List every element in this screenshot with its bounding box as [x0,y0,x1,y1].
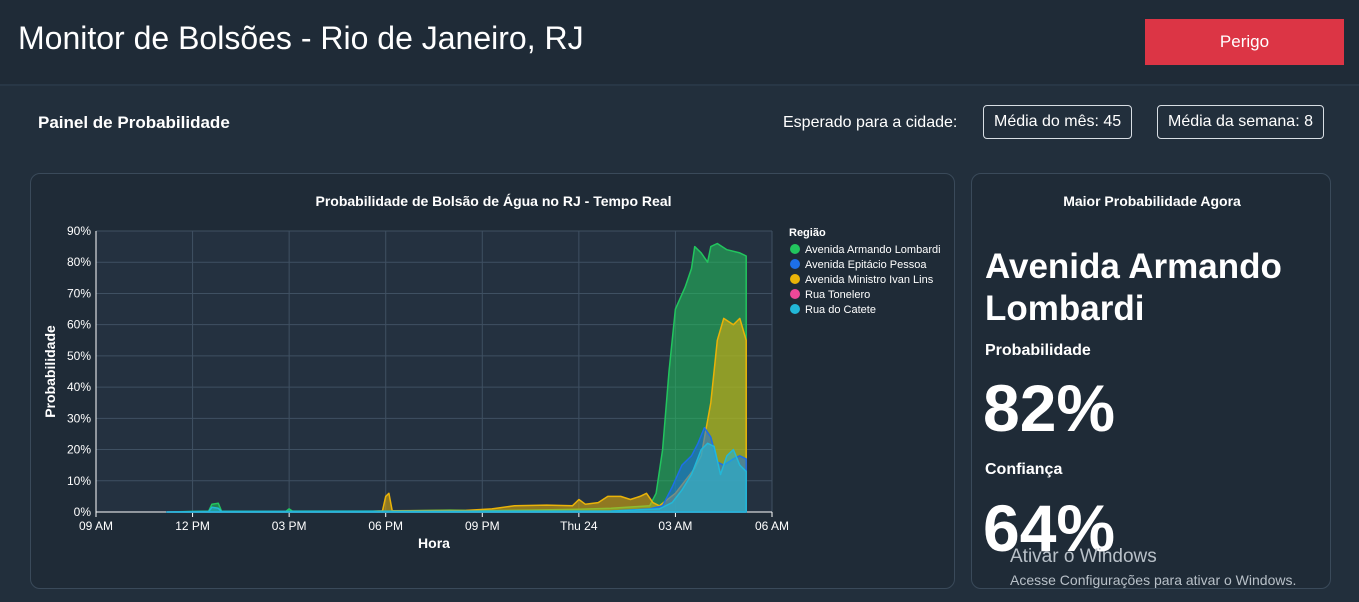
legend-swatch [790,259,800,269]
chart-card: Probabilidade de Bolsão de Água no RJ - … [30,173,955,589]
y-tick-label: 40% [67,380,91,394]
windows-activation-subtitle: Acesse Configurações para ativar o Windo… [1010,572,1297,588]
legend-entry: Rua Tonelero [805,289,870,301]
x-tick-label: 03 AM [658,519,692,533]
legend-entry: Avenida Ministro Ivan Lins [805,274,934,286]
panel-title: Painel de Probabilidade [38,113,230,132]
chart-title: Probabilidade de Bolsão de Água no RJ - … [315,193,672,209]
confidence-label: Confiança [985,461,1063,478]
expected-label: Esperado para a cidade: [783,114,958,131]
y-tick-label: 20% [67,443,91,457]
x-axis-label: Hora [418,535,450,551]
y-tick-label: 70% [67,286,91,300]
x-tick-label: 09 AM [79,519,113,533]
probability-value: 82% [983,371,1116,445]
legend-entry: Rua do Catete [805,304,876,316]
y-tick-label: 90% [67,224,91,238]
legend-swatch [790,274,800,284]
top-bar: Monitor de Bolsões - Rio de Janeiro, RJ … [0,0,1359,86]
confidence-value: 64% [983,491,1116,565]
month-average-badge: Média do mês: 45 [983,105,1133,139]
legend-title: Região [789,227,826,239]
x-tick-label: 06 AM [755,519,789,533]
x-tick-label: 09 PM [465,519,500,533]
x-tick-label: Thu 24 [560,519,598,533]
y-tick-label: 60% [67,318,91,332]
series-area-rua-do-catete [166,442,747,513]
x-tick-label: 06 PM [368,519,403,533]
legend-swatch [790,304,800,314]
top-region-name: Avenida Armando Lombardi [985,247,1282,328]
y-axis-label: Probabilidade [42,325,58,418]
probability-label: Probabilidade [985,342,1091,359]
highest-probability-card: Maior Probabilidade Agora Avenida Armand… [971,173,1331,589]
legend-swatch [790,289,800,299]
legend-entry: Avenida Armando Lombardi [805,244,941,256]
y-tick-label: 80% [67,255,91,269]
legend-entry: Avenida Epitácio Pessoa [805,259,927,271]
week-average-badge: Média da semana: 8 [1157,105,1324,139]
y-tick-label: 50% [67,349,91,363]
windows-activation-title: Ativar o Windows [1010,546,1157,567]
legend-swatch [790,244,800,254]
side-card-title: Maior Probabilidade Agora [1063,193,1241,209]
y-tick-label: 30% [67,411,91,425]
app-title: Monitor de Bolsões - Rio de Janeiro, RJ [18,20,584,56]
danger-status-button[interactable]: Perigo [1145,19,1344,65]
plot-area [96,231,772,512]
probability-chart: 0% 10% 20% 30% 40% 50% 60% 70% 80% 90% 09 AM 12 PM 0… [42,224,941,551]
x-tick-label: 03 PM [272,519,307,533]
x-tick-label: 12 PM [175,519,210,533]
y-tick-label: 0% [74,505,92,519]
y-tick-label: 10% [67,474,91,488]
